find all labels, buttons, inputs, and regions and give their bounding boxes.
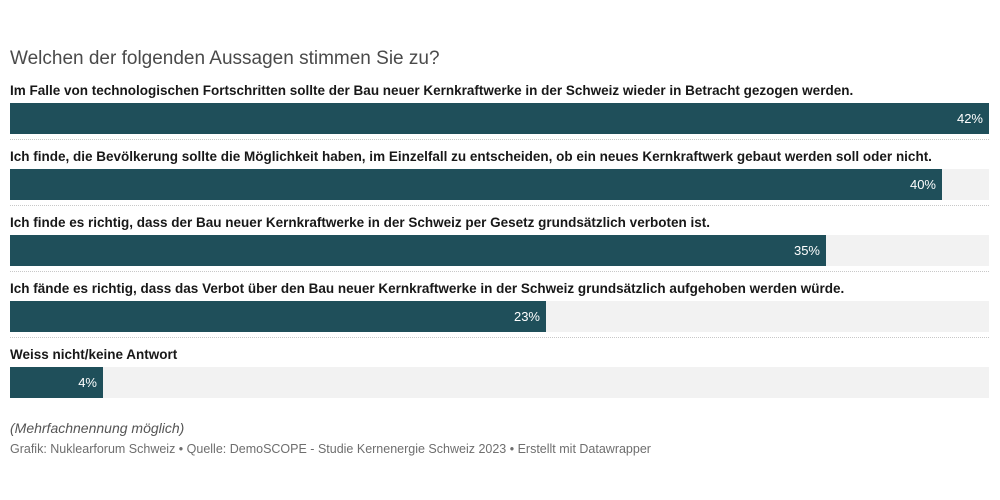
chart-note: (Mehrfachnennung möglich) xyxy=(10,420,185,436)
bar-track: 23% xyxy=(10,301,989,332)
category-label: Ich finde, die Bevölkerung sollte die Mö… xyxy=(10,149,932,164)
row-divider xyxy=(10,337,989,338)
bar-track: 35% xyxy=(10,235,989,266)
data-label: 35% xyxy=(793,243,820,258)
data-label: 23% xyxy=(513,309,540,324)
category-label: Weiss nicht/keine Antwort xyxy=(10,347,178,362)
row-divider xyxy=(10,271,989,272)
chart-title: Welchen der folgenden Aussagen stimmen S… xyxy=(10,48,440,69)
bar-track: 40% xyxy=(10,169,989,200)
bar xyxy=(10,103,989,134)
row-divider xyxy=(10,139,989,140)
chart-footer: Grafik: Nuklearforum Schweiz • Quelle: D… xyxy=(10,442,651,456)
bar xyxy=(10,367,103,398)
data-label: 42% xyxy=(956,111,983,126)
row-divider xyxy=(10,205,989,206)
bar xyxy=(10,301,546,332)
data-label: 4% xyxy=(78,375,97,390)
bar xyxy=(10,169,942,200)
bar-track: 4% xyxy=(10,367,989,398)
category-label: Ich fände es richtig, dass das Verbot üb… xyxy=(10,281,845,296)
data-label: 40% xyxy=(909,177,936,192)
bar xyxy=(10,235,826,266)
category-label: Im Falle von technologischen Fortschritt… xyxy=(10,83,854,98)
category-label: Ich finde es richtig, dass der Bau neuer… xyxy=(10,215,710,230)
bar-track: 42% xyxy=(10,103,989,134)
